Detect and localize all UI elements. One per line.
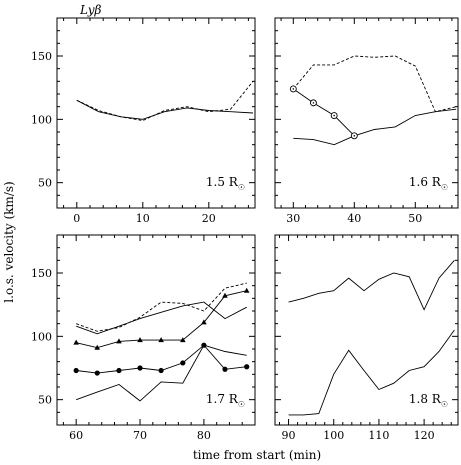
y-tick-label: 50 <box>38 394 52 407</box>
plot-frame <box>56 234 256 426</box>
figure-title: Lyβ <box>79 3 102 17</box>
x-tick-label: 90 <box>282 429 296 442</box>
data-point-center <box>312 102 315 104</box>
series-line-1 <box>76 99 254 120</box>
data-point-triangle <box>180 337 186 343</box>
annotation-text: 1.6 R <box>409 175 442 189</box>
data-point-filled-circle <box>94 370 100 376</box>
x-tick-label: 50 <box>408 212 422 225</box>
y-tick-label: 150 <box>31 50 52 63</box>
data-point-triangle <box>73 339 79 345</box>
y-tick-label: 100 <box>31 113 52 126</box>
x-tick-label: 80 <box>197 429 211 442</box>
panel-annotation: 1.6 R☉ <box>409 175 448 192</box>
panel-top-left: 0 10 20 50 100 150 1.5 R☉ <box>31 17 256 225</box>
series-line-1 <box>288 260 455 311</box>
panel-annotation: 1.8 R☉ <box>409 392 448 409</box>
data-point-triangle <box>158 337 164 343</box>
x-tick-label: 110 <box>368 429 389 442</box>
data-point-center <box>292 88 295 90</box>
sun-symbol: ☉ <box>238 400 245 409</box>
data-point-filled-circle <box>137 365 143 371</box>
data-point-center <box>333 114 335 117</box>
y-tick-label: 150 <box>31 267 52 280</box>
data-point-filled-circle <box>201 342 207 348</box>
series-line-2 <box>76 81 254 122</box>
annotation-text: 1.8 R <box>409 392 442 406</box>
series-line-4 <box>76 301 247 335</box>
data-point-triangle <box>94 344 101 350</box>
plot-frame <box>274 234 459 426</box>
sun-symbol: ☉ <box>441 183 448 192</box>
annotation-text: 1.7 R <box>206 392 239 406</box>
series-line-1 <box>293 108 457 146</box>
data-point-filled-circle <box>158 367 164 374</box>
data-point-filled-circle <box>222 366 228 372</box>
data-point-triangle <box>222 292 228 298</box>
x-tick-label: 120 <box>414 429 435 442</box>
series-line-2 <box>288 329 455 416</box>
data-point-filled-circle <box>73 367 79 374</box>
panel-bottom-left: 60 70 80 50 100 150 1.7 R☉ <box>31 234 256 442</box>
x-tick-label: 100 <box>323 429 344 442</box>
sun-symbol: ☉ <box>441 400 448 409</box>
x-tick-label: 40 <box>347 212 361 225</box>
y-axis-label: l.o.s. velocity (km/s) <box>2 181 16 302</box>
x-tick-label: 10 <box>136 212 150 225</box>
panel-top-right: 30 40 50 1.6 R☉ <box>274 17 459 225</box>
x-tick-label: 30 <box>286 212 300 225</box>
sun-symbol: ☉ <box>238 183 245 192</box>
data-point-center <box>353 135 356 137</box>
data-point-triangle <box>137 337 143 343</box>
x-tick-label: 0 <box>73 212 80 225</box>
x-axis-label: time from start (min) <box>193 448 321 462</box>
data-point-triangle <box>243 287 250 293</box>
data-point-filled-circle <box>116 367 122 374</box>
y-tick-label: 50 <box>38 177 52 190</box>
data-point-filled-circle <box>244 364 250 370</box>
data-point-filled-circle <box>180 360 186 366</box>
data-point-triangle <box>116 338 122 344</box>
data-point-triangle <box>201 319 207 325</box>
series-line-5 <box>76 282 247 332</box>
panel-annotation: 1.5 R☉ <box>206 175 245 192</box>
x-tick-label: 70 <box>133 429 147 442</box>
x-tick-label: 20 <box>202 212 216 225</box>
y-tick-label: 100 <box>31 330 52 343</box>
panel-annotation: 1.7 R☉ <box>206 392 245 409</box>
annotation-text: 1.5 R <box>206 175 239 189</box>
panel-bottom-right: 90 100 110 120 1.8 R☉ <box>274 234 459 442</box>
series-line-1 <box>76 344 247 402</box>
series-line-2 <box>292 55 457 113</box>
x-tick-label: 60 <box>69 429 83 442</box>
series-line-3 <box>293 88 355 137</box>
